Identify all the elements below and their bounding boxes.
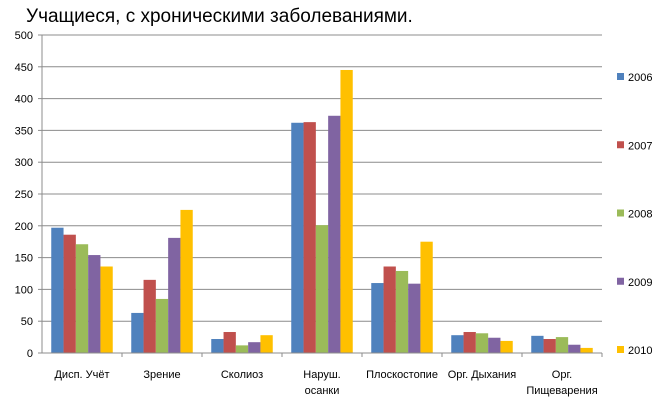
bar-2006 xyxy=(531,335,544,353)
y-tick-label: 250 xyxy=(15,189,33,201)
legend-swatch-2008 xyxy=(617,209,624,217)
bar-2007 xyxy=(383,266,396,353)
bar-2009 xyxy=(328,115,341,353)
bar-2010 xyxy=(420,241,433,353)
bar-2008 xyxy=(75,244,89,353)
bar-2009 xyxy=(248,342,261,353)
bar-2007 xyxy=(143,279,156,353)
chart-title: Учащиеся, с хроническими заболеваниями. xyxy=(26,6,413,27)
bar-2009 xyxy=(568,344,581,353)
category-label: Сколиоз xyxy=(221,369,263,381)
bar-2006 xyxy=(291,122,304,353)
bar-2008 xyxy=(155,298,169,353)
y-tick-label: 200 xyxy=(15,221,33,233)
bar-2006 xyxy=(51,227,64,353)
bar-2009 xyxy=(88,255,101,353)
legend-label-2006: 2006 xyxy=(628,72,652,84)
bar-2010 xyxy=(260,335,273,353)
bar-2007 xyxy=(63,234,76,353)
legend-label-2008: 2008 xyxy=(628,209,652,221)
bar-2008 xyxy=(235,345,249,353)
legend-swatch-2006 xyxy=(617,73,624,80)
y-tick-label: 0 xyxy=(27,348,33,360)
axes xyxy=(41,35,603,357)
bar-2009 xyxy=(408,283,421,353)
bar-2006 xyxy=(131,312,144,353)
bar-2007 xyxy=(223,332,236,353)
category-label: Наруш. осанки xyxy=(303,369,340,397)
legend-swatch-2010 xyxy=(617,346,624,353)
legend-swatch-2009 xyxy=(617,277,624,285)
bar-2007 xyxy=(463,332,476,353)
category-label: Орг. Дыхания xyxy=(448,369,517,381)
bar-2010 xyxy=(580,347,593,353)
legend-label-2010: 2010 xyxy=(628,345,652,357)
y-tick-label: 50 xyxy=(21,316,33,328)
bar-2007 xyxy=(543,339,556,353)
x-axis-categories: Дисп. Учёт Зрение Сколиоз Наруш. осанки Плоск… xyxy=(54,369,597,397)
legend-swatch-2007 xyxy=(617,141,624,149)
bar-2010 xyxy=(100,266,113,353)
category-label: Зрение xyxy=(143,369,180,381)
category-label: Орг. Пищеварения xyxy=(526,369,597,397)
bar-2008 xyxy=(315,225,329,353)
y-tick-label: 350 xyxy=(15,125,33,137)
legend: 2006 2007 2008 2009 2010 xyxy=(617,72,652,357)
y-tick-label: 400 xyxy=(15,94,33,106)
bar-2010 xyxy=(500,340,513,353)
bar-2006 xyxy=(211,339,224,353)
bar-2007 xyxy=(303,122,316,353)
bar-2008 xyxy=(395,270,409,353)
bar-2009 xyxy=(488,337,501,353)
y-tick-label: 100 xyxy=(15,284,33,296)
bars xyxy=(51,69,593,353)
y-axis-ticks: 0 50 100 150 200 250 300 350 400 450 500 xyxy=(15,30,33,360)
y-tick-label: 300 xyxy=(15,157,33,169)
bar-2006 xyxy=(371,283,384,353)
bar-2010 xyxy=(180,209,193,353)
bar-2008 xyxy=(555,337,569,353)
legend-label-2009: 2009 xyxy=(628,277,652,289)
y-tick-label: 450 xyxy=(15,62,33,74)
category-label: Дисп. Учёт xyxy=(54,369,109,381)
legend-label-2007: 2007 xyxy=(628,140,652,152)
y-tick-label: 500 xyxy=(15,30,33,42)
category-label: Плоскостопие xyxy=(366,369,438,381)
bar-2010 xyxy=(340,69,353,353)
bar-2006 xyxy=(451,335,464,353)
bar-2009 xyxy=(168,237,181,353)
bar-2008 xyxy=(475,333,489,353)
y-tick-label: 150 xyxy=(15,253,33,265)
